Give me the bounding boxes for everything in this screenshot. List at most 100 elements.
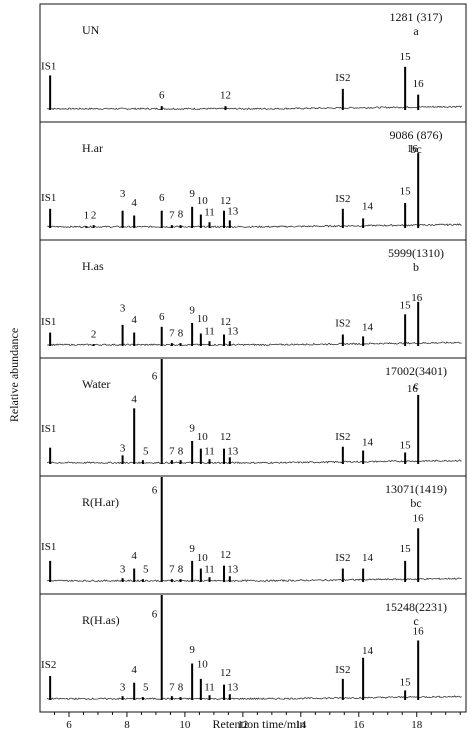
chromatogram-trace xyxy=(46,577,462,583)
peak-label-9: 9 xyxy=(189,304,195,316)
peak-label-15: 15 xyxy=(400,677,412,689)
sample-name: R(H.as) xyxy=(82,613,120,627)
significance-letter: bc xyxy=(410,496,421,510)
total-value: 15248(2231) xyxy=(385,600,447,614)
peak-label-IS2: IS2 xyxy=(335,552,350,564)
peak-label-4: 4 xyxy=(131,550,137,562)
peak-label-12: 12 xyxy=(220,89,231,101)
x-tick-label: 18 xyxy=(411,719,423,731)
peak-label-8: 8 xyxy=(178,563,184,575)
peak-label-15: 15 xyxy=(400,51,412,63)
peak-label-16: 16 xyxy=(411,292,423,304)
peak-label-15: 15 xyxy=(400,543,412,555)
peak-label-13: 13 xyxy=(227,205,239,217)
total-value: 17002(3401) xyxy=(385,364,447,378)
peak-label-8: 8 xyxy=(178,208,184,220)
peak-label-3: 3 xyxy=(120,563,126,575)
peak-label-7: 7 xyxy=(169,563,175,575)
peak-label-16: 16 xyxy=(413,512,425,524)
peak-label-14: 14 xyxy=(362,645,374,657)
peak-label-11: 11 xyxy=(204,445,215,457)
peak-label-6: 6 xyxy=(152,485,158,497)
peak-label-10: 10 xyxy=(197,431,209,443)
peak-label-6: 6 xyxy=(152,370,158,382)
peak-label-7: 7 xyxy=(169,327,175,339)
peak-label-IS2: IS2 xyxy=(335,318,350,330)
significance-letter: c xyxy=(413,614,418,628)
peak-label-14: 14 xyxy=(362,322,374,334)
peak-label-9: 9 xyxy=(189,543,195,555)
peak-label-8: 8 xyxy=(178,327,184,339)
peak-label-11: 11 xyxy=(204,681,215,693)
peak-label-16: 16 xyxy=(413,626,425,638)
peak-label-IS2: IS2 xyxy=(335,664,350,676)
peak-label-12: 12 xyxy=(220,195,231,207)
total-value: 5999(1310) xyxy=(388,246,444,260)
peak-label-14: 14 xyxy=(362,552,374,564)
peak-label-13: 13 xyxy=(227,445,239,457)
total-value: 13071(1419) xyxy=(385,482,447,496)
peak-label-7: 7 xyxy=(169,445,175,457)
peak-label-IS2: IS2 xyxy=(335,431,350,443)
x-tick-label: 8 xyxy=(124,719,130,731)
peak-label-11: 11 xyxy=(204,563,215,575)
sample-name: Water xyxy=(82,377,110,391)
peak-label-9: 9 xyxy=(189,422,195,434)
peak-label-6: 6 xyxy=(159,311,165,323)
panel-6: IS2 345 6 7 8 910 11 12 13 IS2 14 15 16 R(H.as) 15248(… xyxy=(40,593,466,701)
peak-label-7: 7 xyxy=(169,681,175,693)
peak-label-3: 3 xyxy=(120,442,126,454)
peak-label-10: 10 xyxy=(197,195,209,207)
peak-label-10: 10 xyxy=(197,552,209,564)
x-tick-label: 16 xyxy=(353,719,365,731)
peak-label-8: 8 xyxy=(178,681,184,693)
peak-label-3: 3 xyxy=(120,681,126,693)
peak-label-6: 6 xyxy=(152,608,158,620)
peak-label-4: 4 xyxy=(131,664,137,676)
peak-label-16: 16 xyxy=(407,143,419,155)
peak-label-4: 4 xyxy=(131,393,137,405)
y-axis-label: Relative abundance xyxy=(7,328,21,422)
peak-label-5: 5 xyxy=(143,445,149,457)
peak-label-2: 2 xyxy=(91,328,97,340)
peak-label-16: 16 xyxy=(413,78,425,90)
peak-label-13: 13 xyxy=(227,325,239,337)
peak-label-6: 6 xyxy=(159,192,165,204)
x-axis: 6 8 10 12 14 16 18 xyxy=(53,712,461,731)
peak-label-13: 13 xyxy=(227,563,239,575)
total-value: 9086 (876) xyxy=(390,128,443,142)
chromatogram-trace xyxy=(47,223,462,229)
sample-name: R(H.ar) xyxy=(82,495,119,509)
peak-label-IS2: IS2 xyxy=(335,193,350,205)
significance-letter: c xyxy=(413,378,418,392)
sample-name: H.ar xyxy=(82,141,103,155)
peak-label-4: 4 xyxy=(131,197,137,209)
x-tick-label: 10 xyxy=(179,719,191,731)
peak-label-4: 4 xyxy=(131,314,137,326)
peak-label-IS1: IS1 xyxy=(41,316,56,328)
peak-label-6: 6 xyxy=(159,89,165,101)
peak-label-IS2: IS2 xyxy=(335,72,350,84)
peak-label-IS1: IS1 xyxy=(41,61,56,73)
peak-label-5: 5 xyxy=(143,563,149,575)
peak-label-5: 5 xyxy=(143,681,149,693)
peak-label-15: 15 xyxy=(400,185,412,197)
peak-label-IS1: IS1 xyxy=(41,423,56,435)
peak-label-16: 16 xyxy=(407,383,419,395)
peak-label-8: 8 xyxy=(178,445,184,457)
peak-label-14: 14 xyxy=(362,437,374,449)
peak-label-12: 12 xyxy=(220,667,231,679)
peak-label-3: 3 xyxy=(120,188,126,200)
peak-label-3: 3 xyxy=(120,302,126,314)
peak-label-11: 11 xyxy=(204,206,215,218)
peak-label-IS1: IS1 xyxy=(41,541,56,553)
x-axis-label: Retention time/min xyxy=(213,717,306,731)
peak-label-10: 10 xyxy=(197,658,209,670)
chromatogram-trace xyxy=(46,341,462,347)
peak-label-2: 2 xyxy=(91,209,97,221)
sample-name: H.as xyxy=(82,259,104,273)
chromatogram-trace xyxy=(46,459,462,465)
